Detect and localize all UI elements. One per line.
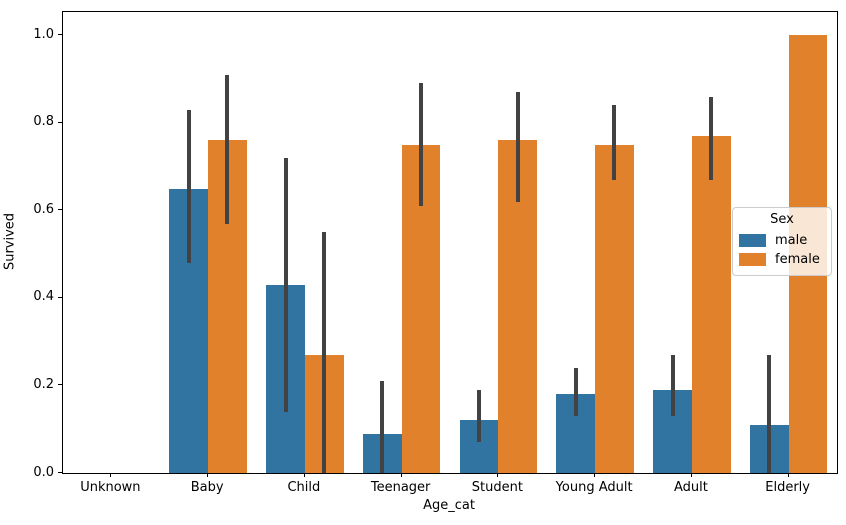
legend-swatch-male [739,234,766,247]
error-bar-male-child [283,157,288,412]
x-tick-label-teenager: Teenager [370,480,431,495]
bar-female-young-adult [595,144,634,473]
bar-female-adult [691,135,731,473]
legend-title: Sex [770,212,794,227]
error-bar-male-elderly [767,354,772,473]
y-tick-mark [58,384,62,386]
error-bar-female-teenager [418,83,423,206]
y-axis-label: Survived [2,212,18,271]
x-tick-mark [110,473,112,477]
x-tick-label-young-adult: Young Adult [555,480,633,495]
legend-row-female: female [739,250,825,269]
x-tick-label-baby: Baby [190,480,224,495]
y-tick-mark [58,296,62,298]
y-tick-label: 0.4 [33,289,54,305]
error-bar-male-young-adult [573,367,578,417]
error-bar-female-adult [709,96,714,180]
y-tick-mark [58,472,62,473]
x-tick-mark [787,473,789,477]
error-bar-male-baby [186,109,191,263]
x-tick-mark [303,473,305,477]
x-tick-mark [497,473,499,477]
x-axis-label: Age_cat [423,498,475,513]
x-tick-label-child: Child [287,480,321,495]
legend-row-male: male [739,231,825,250]
error-bar-male-adult [670,354,675,417]
legend-label-male: male [775,233,808,248]
x-tick-label-unknown: Unknown [80,480,141,495]
plot-area [62,11,838,474]
error-bar-male-teenager [380,381,385,473]
x-tick-mark [594,473,596,477]
y-tick-label: 0.0 [33,464,54,480]
y-tick-mark [58,121,62,123]
y-tick-label: 0.6 [33,201,54,217]
y-tick-mark [58,209,62,211]
error-bar-female-student [515,92,520,202]
legend-label-female: female [775,252,820,267]
error-bar-female-child [322,232,327,473]
error-bar-male-student [477,389,482,443]
x-tick-label-adult: Adult [673,480,708,495]
y-tick-label: 0.8 [33,114,54,130]
x-tick-label-student: Student [471,480,523,495]
legend: Sex male female [732,207,832,276]
x-tick-mark [207,473,209,477]
x-tick-mark [400,473,402,477]
legend-swatch-female [739,253,766,266]
y-tick-label: 1.0 [33,26,54,42]
y-tick-mark [58,34,62,36]
error-bar-female-baby [225,74,230,224]
x-tick-mark [690,473,692,477]
y-tick-label: 0.2 [33,376,54,392]
x-tick-label-elderly: Elderly [765,480,810,495]
error-bar-female-young-adult [612,105,617,180]
